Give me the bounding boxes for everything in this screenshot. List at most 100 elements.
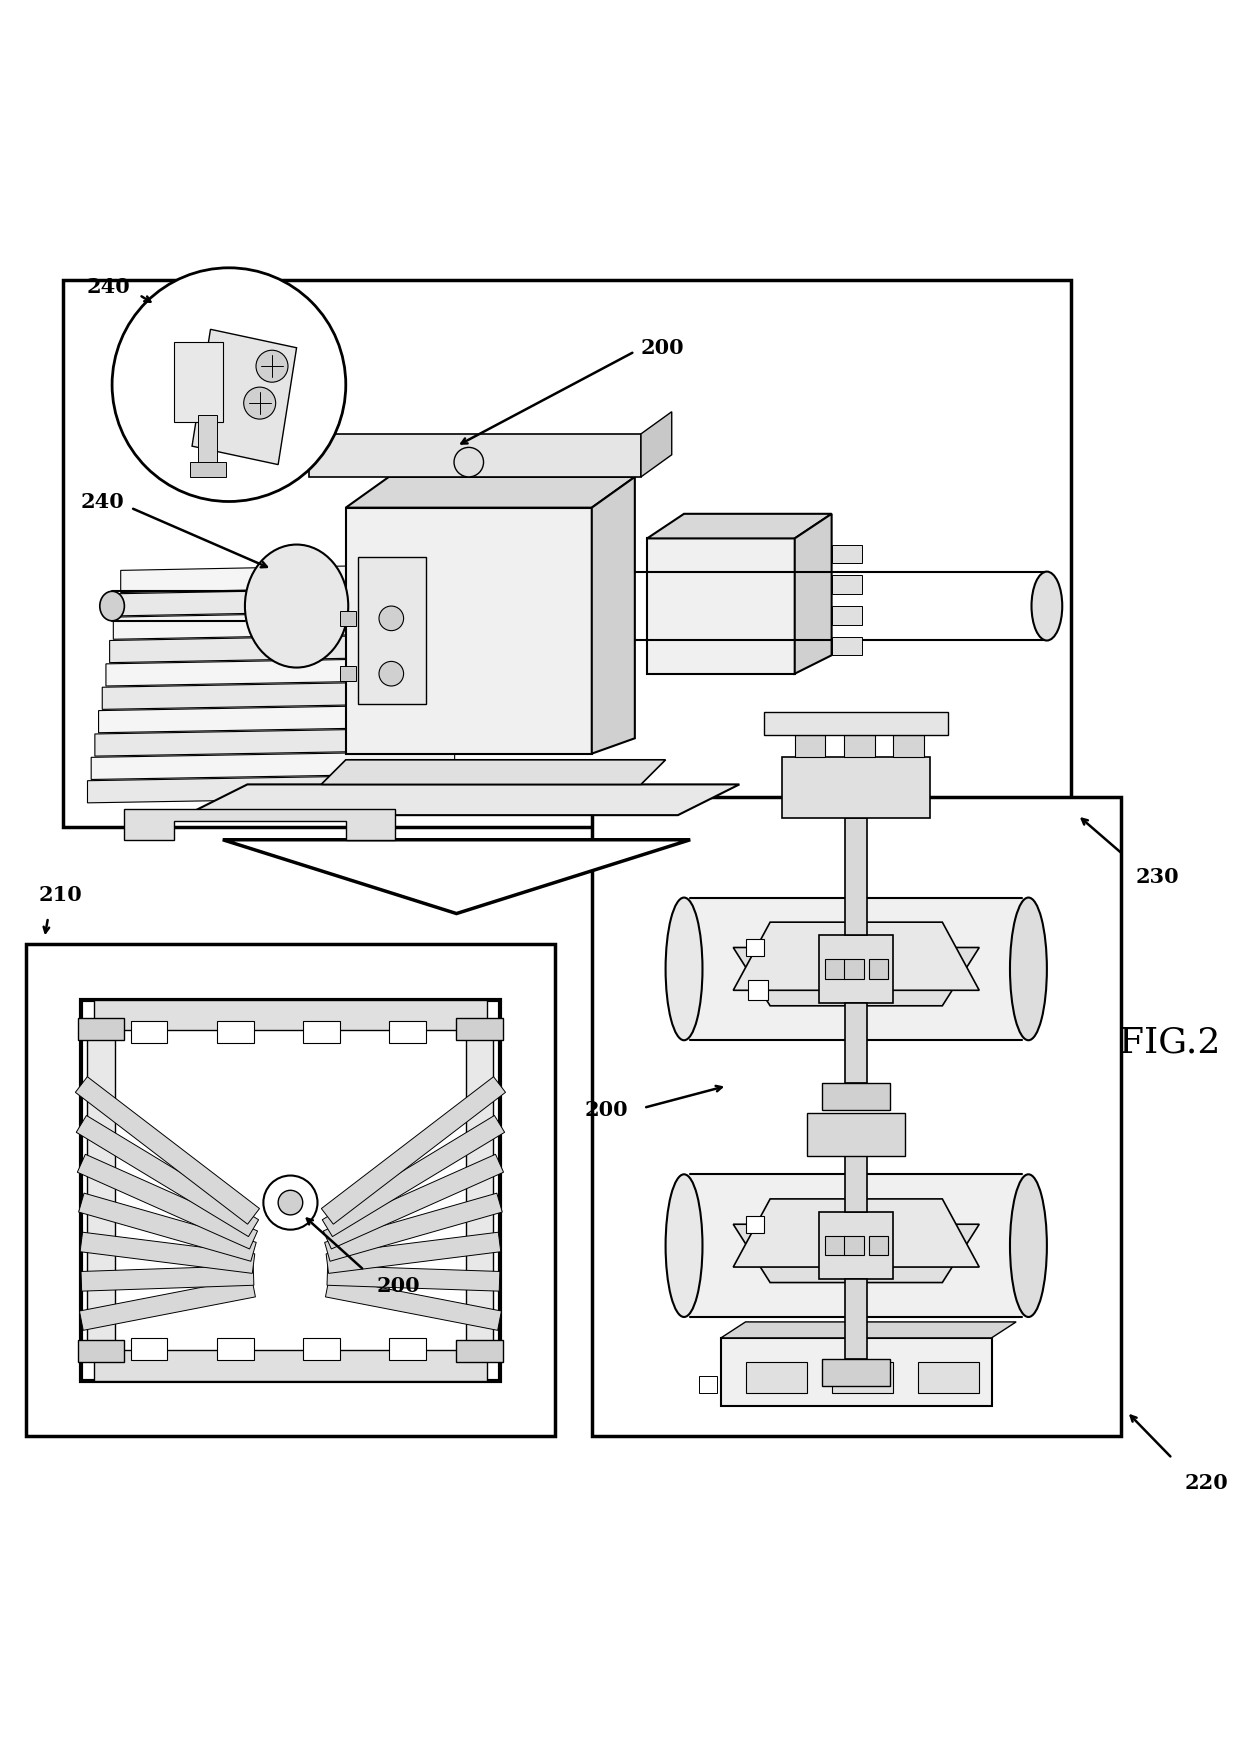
Polygon shape: [846, 1280, 867, 1360]
Polygon shape: [720, 1337, 992, 1405]
Polygon shape: [846, 1003, 867, 1083]
Polygon shape: [846, 818, 867, 935]
Polygon shape: [78, 1341, 124, 1363]
Polygon shape: [325, 1193, 502, 1260]
Polygon shape: [346, 477, 635, 508]
Polygon shape: [832, 545, 862, 562]
Polygon shape: [795, 514, 832, 674]
Polygon shape: [684, 1175, 1028, 1316]
Polygon shape: [699, 1375, 717, 1393]
Polygon shape: [105, 658, 448, 686]
Polygon shape: [822, 1083, 890, 1109]
Polygon shape: [720, 1321, 1016, 1337]
Polygon shape: [81, 1233, 254, 1273]
Polygon shape: [647, 538, 795, 674]
Polygon shape: [223, 839, 691, 914]
Polygon shape: [826, 1236, 846, 1255]
Polygon shape: [79, 1278, 255, 1330]
Polygon shape: [844, 1236, 863, 1255]
Polygon shape: [113, 611, 444, 639]
Polygon shape: [868, 1236, 888, 1255]
Text: 200: 200: [377, 1276, 420, 1297]
Polygon shape: [844, 959, 863, 978]
Text: 210: 210: [38, 884, 82, 905]
Polygon shape: [63, 280, 1071, 827]
Polygon shape: [76, 1076, 259, 1224]
Polygon shape: [748, 980, 768, 999]
Polygon shape: [807, 1114, 905, 1156]
Polygon shape: [844, 735, 874, 757]
Text: 240: 240: [87, 277, 130, 298]
Polygon shape: [88, 775, 456, 803]
Polygon shape: [217, 1337, 253, 1360]
Polygon shape: [303, 1020, 340, 1043]
Polygon shape: [868, 959, 888, 978]
Polygon shape: [322, 1116, 505, 1236]
Polygon shape: [820, 935, 893, 1003]
Polygon shape: [174, 341, 223, 421]
Polygon shape: [832, 637, 862, 655]
Polygon shape: [832, 1363, 893, 1393]
Polygon shape: [92, 750, 455, 780]
Polygon shape: [130, 1337, 167, 1360]
Circle shape: [112, 268, 346, 501]
Polygon shape: [94, 1351, 487, 1381]
Polygon shape: [832, 575, 862, 594]
Circle shape: [244, 387, 275, 420]
Polygon shape: [820, 1212, 893, 1280]
Circle shape: [263, 1175, 317, 1229]
Polygon shape: [456, 1341, 503, 1363]
Polygon shape: [832, 606, 862, 625]
Polygon shape: [733, 923, 980, 991]
Ellipse shape: [666, 898, 703, 1039]
Polygon shape: [641, 411, 672, 477]
Polygon shape: [78, 1018, 124, 1039]
Polygon shape: [186, 785, 739, 815]
Circle shape: [379, 606, 403, 630]
Polygon shape: [95, 728, 453, 756]
Ellipse shape: [1011, 1175, 1047, 1316]
Polygon shape: [591, 477, 635, 754]
Circle shape: [255, 350, 288, 383]
Ellipse shape: [246, 545, 348, 667]
Polygon shape: [389, 1020, 425, 1043]
Polygon shape: [764, 712, 949, 735]
Text: 230: 230: [1136, 867, 1179, 886]
Polygon shape: [340, 667, 356, 681]
Polygon shape: [358, 557, 425, 705]
Polygon shape: [120, 564, 440, 592]
Polygon shape: [81, 1266, 254, 1292]
Polygon shape: [82, 999, 500, 1381]
Polygon shape: [795, 735, 826, 757]
Polygon shape: [190, 461, 227, 477]
Polygon shape: [826, 959, 846, 978]
Polygon shape: [321, 759, 666, 785]
Polygon shape: [346, 508, 591, 754]
Polygon shape: [389, 1337, 425, 1360]
Text: 200: 200: [641, 338, 684, 357]
Polygon shape: [117, 588, 441, 616]
Polygon shape: [325, 1278, 501, 1330]
Circle shape: [454, 447, 484, 477]
Polygon shape: [591, 797, 1121, 1436]
Text: 220: 220: [1184, 1473, 1229, 1494]
Polygon shape: [326, 1233, 501, 1273]
Ellipse shape: [99, 592, 124, 622]
Polygon shape: [745, 938, 764, 956]
Polygon shape: [745, 1215, 764, 1233]
Polygon shape: [684, 898, 1028, 1039]
Polygon shape: [217, 1020, 253, 1043]
Polygon shape: [745, 1363, 807, 1393]
Polygon shape: [733, 947, 980, 1006]
Text: 200: 200: [585, 1100, 629, 1121]
Polygon shape: [456, 1018, 503, 1039]
Polygon shape: [321, 1076, 506, 1224]
Text: 240: 240: [81, 491, 124, 512]
Polygon shape: [78, 1193, 257, 1260]
Polygon shape: [647, 514, 832, 538]
Text: FIG.2: FIG.2: [1120, 1025, 1220, 1060]
Polygon shape: [124, 810, 396, 839]
Polygon shape: [303, 1337, 340, 1360]
Ellipse shape: [666, 1175, 703, 1316]
Polygon shape: [340, 611, 356, 625]
